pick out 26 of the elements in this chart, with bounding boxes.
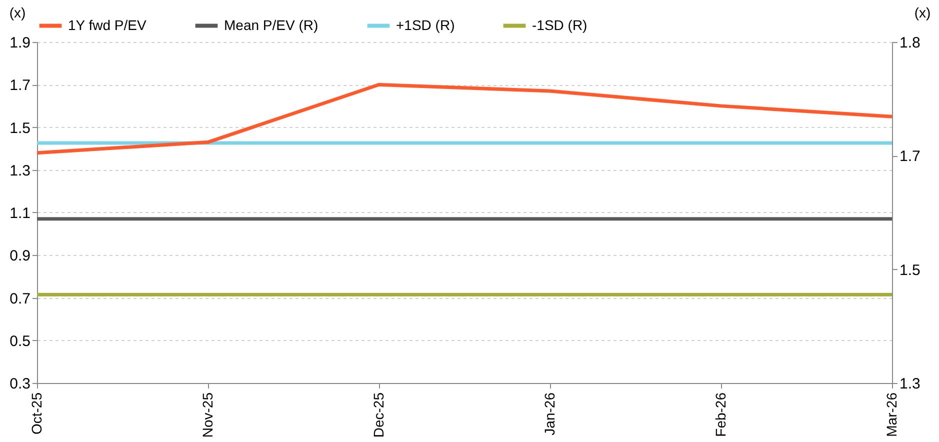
x-tick-label: Oct-25 [28,392,44,435]
legend-label: +1SD (R) [396,16,455,33]
y-tick-label: 1.9 [10,34,30,52]
y-tick-label: 1.3 [10,162,30,180]
y-tick-label: 0.9 [10,248,30,265]
legend-label: Mean P/EV (R) [224,16,318,33]
y-tick-label: 1.1 [10,205,30,222]
y2-axis-title: (x) [914,4,931,20]
y2-tick-label: 1.3 [900,376,920,392]
legend-label: 1Y fwd P/EV [68,16,147,33]
y-tick-label: 1.5 [10,120,30,137]
y2-tick-label: 1.5 [900,262,920,279]
x-tick-label: Jan-26 [542,392,558,436]
line-series [35,82,894,155]
x-tick-label: Mar-26 [884,392,900,437]
y-tick-label: 0.7 [10,290,30,308]
y-tick-label: 1.7 [10,77,30,94]
y2-tick-label: 1.8 [900,34,920,52]
y-tick-label: 0.5 [10,332,30,350]
x-tick-label: Dec-25 [370,392,386,438]
y2-tick-label: 1.7 [900,148,920,166]
y-axis-title: (x) [9,4,26,20]
x-tick-label: Feb-26 [712,392,728,437]
y-tick-label: 0.3 [10,376,30,392]
legend-label: -1SD (R) [532,16,588,33]
x-tick-label: Nov-25 [200,392,216,438]
